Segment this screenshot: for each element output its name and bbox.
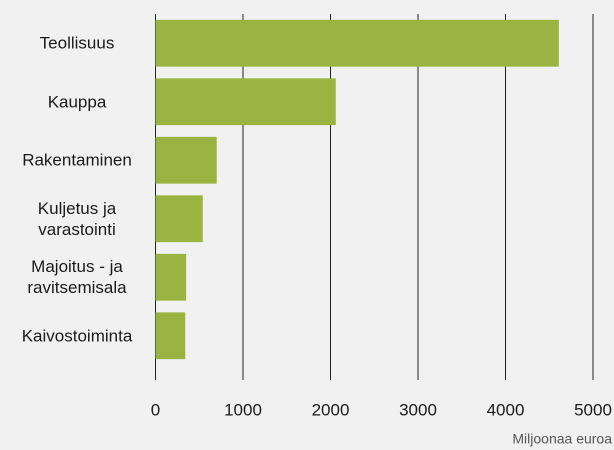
x-tick-label: 3000: [399, 400, 437, 419]
x-tick-label: 2000: [312, 400, 350, 419]
y-tick-label: Teollisuus: [39, 33, 115, 53]
x-tick-label: 1000: [224, 400, 262, 419]
bar: [155, 253, 187, 301]
y-tick-label: Kaivostoiminta: [21, 326, 133, 346]
bar: [155, 195, 203, 243]
y-tick-label: Kuljetus ja varastointi: [37, 198, 117, 239]
bar: [155, 19, 559, 67]
y-tick-label: Majoitus - ja ravitsemisala: [27, 257, 127, 298]
x-axis-label: Miljoonaa euroa: [512, 431, 612, 447]
x-tick-label: 5000: [574, 400, 612, 419]
y-tick-label: Rakentaminen: [22, 150, 132, 170]
x-tick-label: 0: [151, 400, 160, 419]
x-tick-label: 4000: [487, 400, 525, 419]
y-tick-label: Kauppa: [47, 92, 107, 112]
bar: [155, 78, 336, 126]
bar: [155, 312, 186, 360]
bar: [155, 136, 217, 184]
